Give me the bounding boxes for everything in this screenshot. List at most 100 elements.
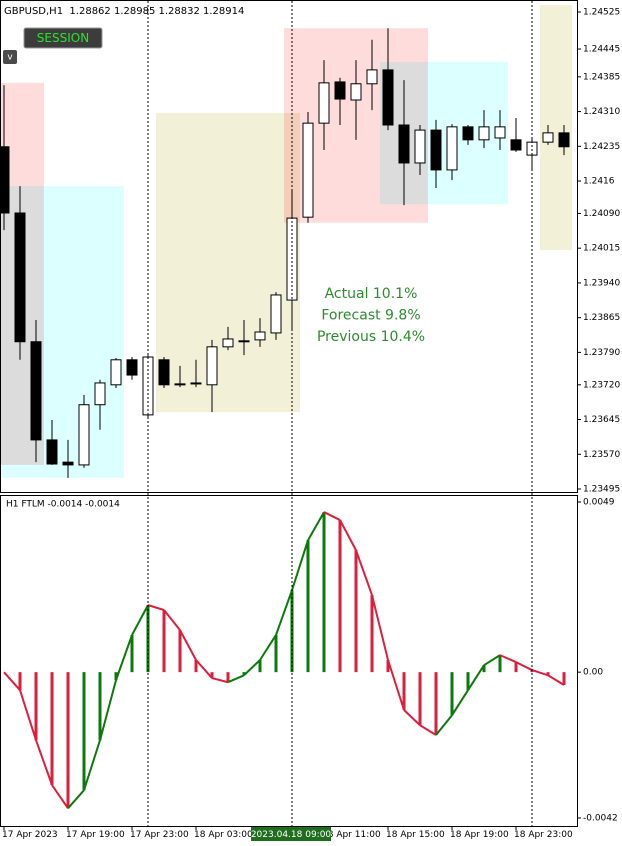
- indicator-line: [371, 594, 389, 661]
- price-frame: [0, 0, 578, 493]
- y-tick-label: 1.24310: [583, 107, 620, 117]
- candle-body: [478, 126, 490, 141]
- x-tick-label: 18 Apr 19:00: [450, 830, 509, 840]
- candle-body: [318, 82, 330, 124]
- y-tick-label: 1.23645: [583, 415, 620, 425]
- y-tick-label: 1.23495: [583, 485, 620, 495]
- candle-body: [430, 129, 442, 171]
- candle-body: [270, 294, 282, 334]
- y-tick-label: 1.2416: [583, 177, 615, 187]
- candle-body: [462, 126, 474, 141]
- y-tick-label: 1.24525: [583, 8, 620, 18]
- candle-body: [254, 331, 266, 341]
- session-box: [540, 5, 572, 251]
- candle-body: [30, 341, 42, 441]
- y-tick-label: 1.23865: [583, 313, 620, 323]
- indicator-line: [323, 511, 341, 521]
- indicator-line: [99, 679, 117, 741]
- y-tick-label: 1.23570: [583, 450, 620, 460]
- session-button-label[interactable]: SESSION: [37, 31, 89, 45]
- annotation: Actual 10.1%: [325, 286, 418, 302]
- candle-body: [1, 146, 10, 214]
- candle-body: [222, 338, 234, 348]
- crosshair-label-bg: [251, 827, 331, 841]
- indicator-line: [435, 714, 453, 736]
- candle-body: [14, 212, 26, 343]
- indicator-line: [195, 659, 213, 679]
- chart-title: GBPUSD,H1 1.28862 1.28985 1.28832 1.2891…: [4, 6, 244, 17]
- indicator-plot: [3, 511, 566, 809]
- indicator-line: [499, 654, 517, 664]
- toggle-button[interactable]: v: [3, 50, 17, 64]
- session-box: [156, 112, 300, 413]
- y-tick-label: 1.24235: [583, 142, 620, 152]
- indicator-line: [419, 724, 437, 736]
- indicator-line: [547, 674, 565, 686]
- indicator-line: [291, 539, 309, 591]
- candle-body: [190, 382, 202, 385]
- candle-body: [302, 122, 314, 218]
- toggle-button-bg[interactable]: [3, 50, 17, 64]
- indicator-line: [163, 609, 181, 631]
- candle-body: [398, 124, 410, 164]
- candle-body: [126, 359, 138, 376]
- crosshair-label: 2023.04.18 09:00: [251, 830, 332, 840]
- indicator-line: [259, 634, 277, 661]
- annotation: Previous 10.4%: [317, 329, 425, 345]
- y-tick-label: 1.23940: [583, 278, 620, 288]
- x-tick-label: 18 Apr 03:00: [194, 830, 253, 840]
- indicator-line: [115, 634, 133, 681]
- indicator-line: [131, 604, 149, 636]
- indicator-frame: [0, 495, 578, 827]
- indicator-line: [227, 674, 245, 684]
- indicator-title: H1 FTLM -0.0014 -0.0014: [6, 500, 120, 510]
- candle-body: [46, 439, 58, 465]
- candle-body: [366, 69, 378, 85]
- candle-body: [510, 139, 522, 151]
- indicator-line: [451, 689, 469, 716]
- indicator-line: [307, 511, 325, 541]
- x-tick-label: 17 Apr 19:00: [66, 830, 125, 840]
- candle-body: [62, 461, 74, 466]
- y-tick-label: -0.0042: [583, 814, 618, 824]
- candle-body: [382, 69, 394, 126]
- indicator-line: [179, 629, 197, 661]
- indicator-line: [355, 549, 373, 596]
- price-plot: Actual 10.1% Forecast 9.8% Previous 10.4%: [1, 5, 572, 478]
- indicator-line: [467, 664, 485, 691]
- candle-body: [446, 126, 458, 171]
- y-tick-label: 1.24090: [583, 209, 620, 219]
- y-tick-label: 1.24445: [583, 45, 620, 55]
- x-tick-label: 17 Apr 2023: [2, 830, 58, 840]
- indicator-line: [483, 654, 501, 667]
- candle-body: [542, 132, 554, 143]
- candle-body: [558, 132, 570, 148]
- indicator-line: [211, 677, 229, 684]
- candle-body: [414, 129, 426, 164]
- indicator-line: [275, 589, 293, 636]
- y-tick-label: 1.24385: [583, 72, 620, 82]
- indicator-line: [67, 789, 85, 809]
- session-button[interactable]: SESSION: [23, 27, 103, 49]
- indicator-line: [339, 519, 357, 551]
- session-button-bg[interactable]: [23, 27, 103, 49]
- indicator-line: [51, 784, 69, 809]
- indicator-line: [83, 739, 101, 791]
- indicator-line: [387, 659, 405, 711]
- y-tick-label: 0.00: [583, 668, 603, 678]
- candle-body: [334, 81, 346, 100]
- x-tick-label: 17 Apr 23:00: [130, 830, 189, 840]
- indicator-line: [515, 661, 533, 671]
- candle-body: [78, 404, 90, 466]
- indicator-line: [531, 669, 549, 677]
- indicator-line: [147, 604, 165, 611]
- indicator-line: [35, 739, 53, 786]
- indicator-line: [3, 671, 21, 691]
- y-tick-label: 1.23720: [583, 380, 620, 390]
- x-tick-label: 18 Apr 23:00: [514, 830, 573, 840]
- toggle-button-label[interactable]: v: [7, 53, 13, 63]
- indicator-line: [403, 709, 421, 727]
- candle-body: [94, 382, 106, 406]
